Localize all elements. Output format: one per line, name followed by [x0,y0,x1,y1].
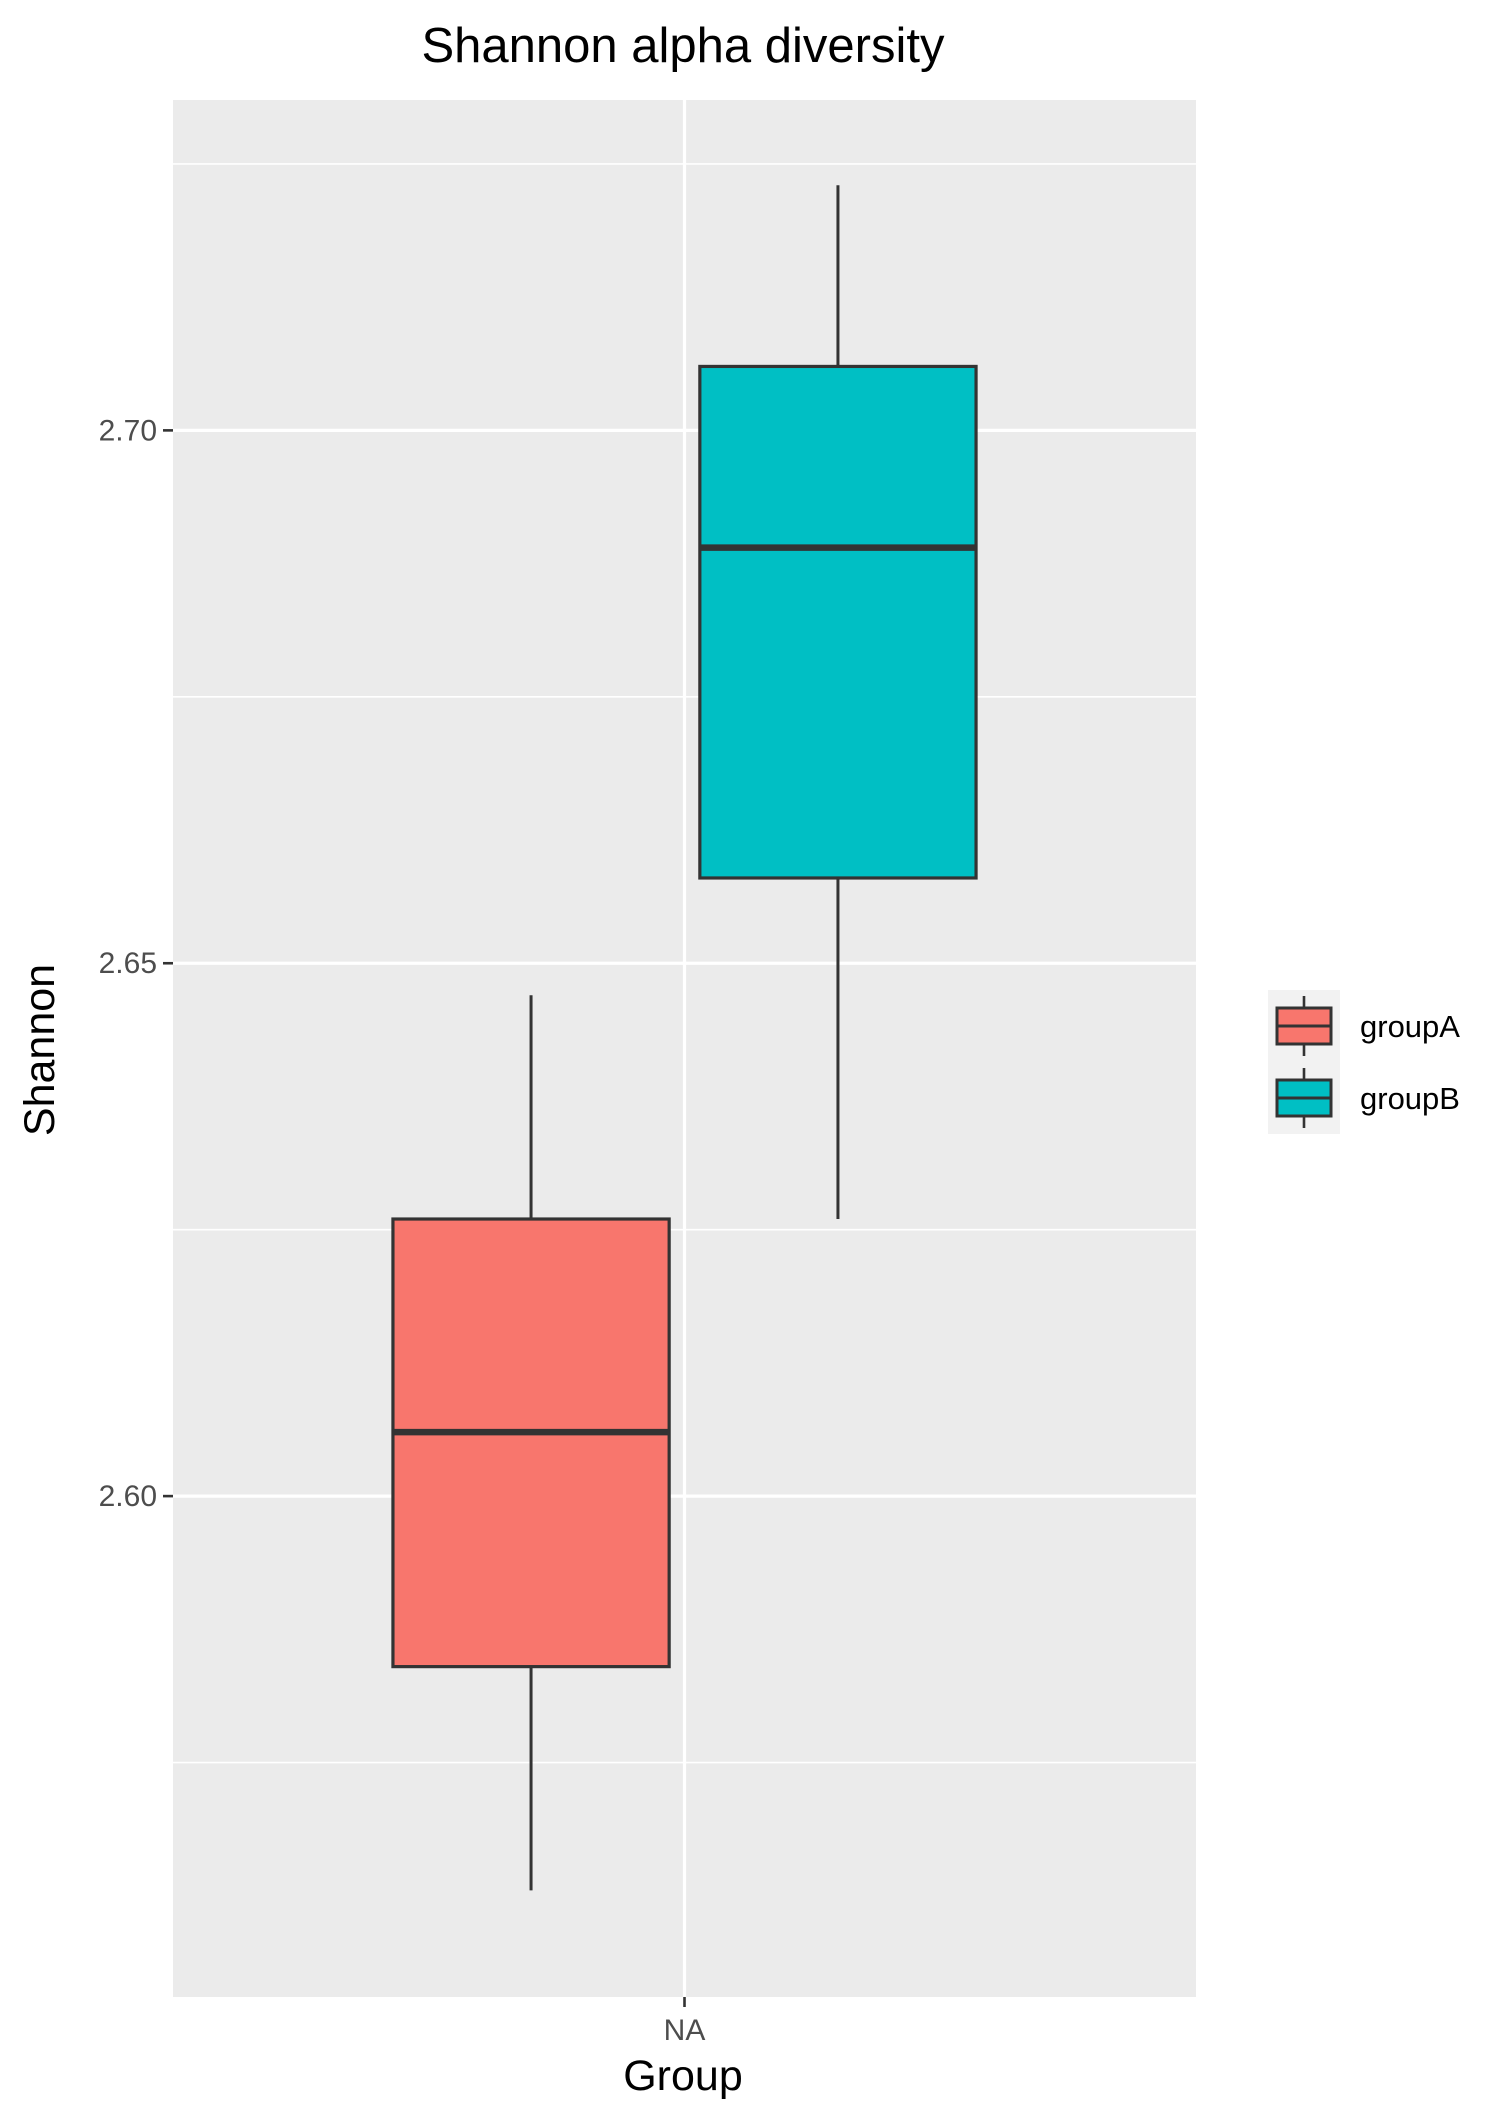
box-iqr [391,1217,671,1669]
plot-panel [173,100,1196,1997]
chart-title: Shannon alpha diversity [421,19,945,73]
legend-label: groupB [1360,1081,1460,1116]
legend-item-groupA: groupA [1268,990,1460,1062]
y-axis-title: Shannon [16,964,64,1136]
y-tick-label: 2.65 [99,947,157,980]
x-axis-title: Group [623,2052,743,2100]
legend-item-groupB: groupB [1268,1062,1460,1134]
y-tick-label: 2.70 [99,414,157,447]
x-tick-label: NA [664,2014,706,2047]
box-groupA [391,995,671,1891]
legend: groupA groupB [1268,990,1460,1134]
box-iqr [698,364,978,880]
box-groupB [698,185,978,1220]
legend-label: groupA [1360,1009,1460,1044]
axis-layer: 2.60 2.65 2.70 NA [99,414,706,2047]
y-tick-label: 2.60 [99,1480,157,1513]
box-layer [391,185,978,1891]
